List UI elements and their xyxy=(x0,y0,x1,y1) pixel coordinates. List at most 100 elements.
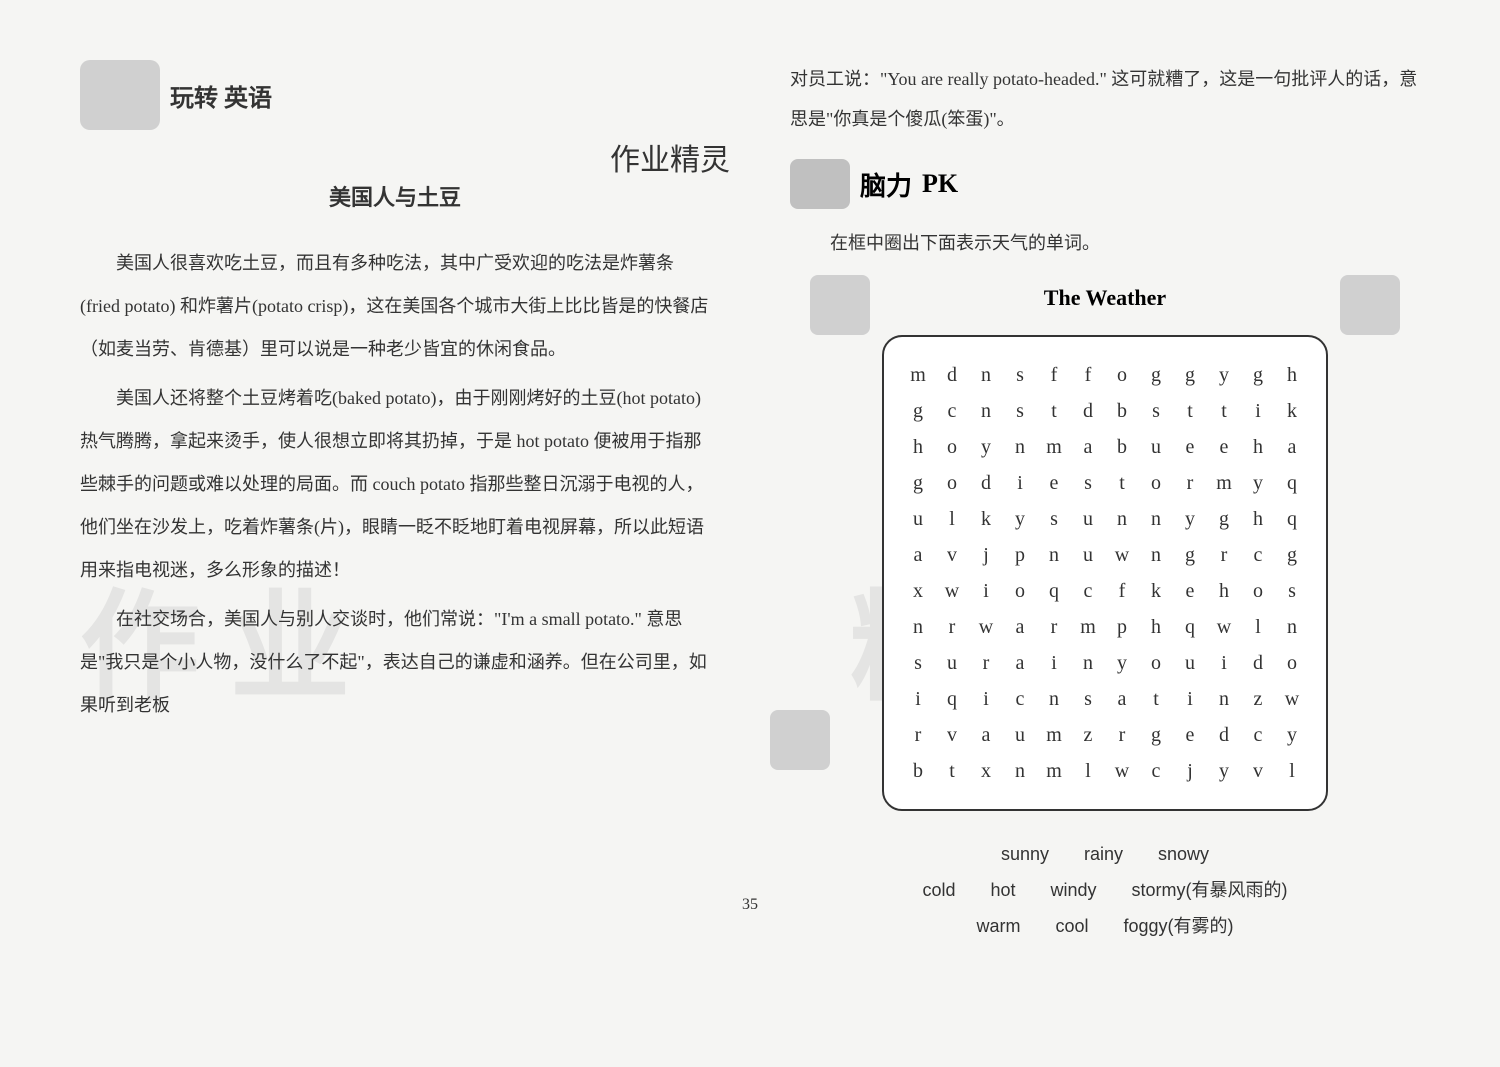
grid-cell: g xyxy=(909,465,927,501)
grid-row: gcnstdbsttik xyxy=(909,393,1301,429)
grid-cell: q xyxy=(1045,573,1063,609)
grid-cell: n xyxy=(1147,501,1165,537)
grid-cell: f xyxy=(1113,573,1131,609)
grid-cell: o xyxy=(1249,573,1267,609)
grid-cell: i xyxy=(1215,645,1233,681)
grid-cell: w xyxy=(943,573,961,609)
grid-cell: y xyxy=(1181,501,1199,537)
grid-cell: b xyxy=(1113,393,1131,429)
grid-cell: c xyxy=(1249,717,1267,753)
grid-cell: i xyxy=(909,681,927,717)
word-list: sunnyrainysnowycoldhotwindystormy(有暴风雨的)… xyxy=(790,836,1420,944)
grid-cell: t xyxy=(1147,681,1165,717)
grid-cell: v xyxy=(943,537,961,573)
grid-cell: d xyxy=(1079,393,1097,429)
grid-cell: i xyxy=(1045,645,1063,681)
grid-row: rvaumzrgedcy xyxy=(909,717,1301,753)
grid-cell: g xyxy=(1249,357,1267,393)
grid-cell: a xyxy=(1011,645,1029,681)
grid-cell: p xyxy=(1011,537,1029,573)
grid-cell: u xyxy=(1079,537,1097,573)
grid-cell: c xyxy=(1147,753,1165,789)
grid-cell: r xyxy=(977,645,995,681)
grid-cell: g xyxy=(909,393,927,429)
grid-cell: b xyxy=(1113,429,1131,465)
grid-row: godiestormyq xyxy=(909,465,1301,501)
pk-label: PK xyxy=(922,169,958,199)
word-item: hot xyxy=(990,872,1015,908)
brain-label: 脑力 xyxy=(860,166,912,203)
grid-cell: n xyxy=(1011,429,1029,465)
grid-cell: n xyxy=(977,393,995,429)
grid-cell: e xyxy=(1045,465,1063,501)
grid-cell: o xyxy=(1147,465,1165,501)
grid-cell: m xyxy=(1215,465,1233,501)
grid-cell: j xyxy=(1181,753,1199,789)
grid-cell: k xyxy=(1283,393,1301,429)
grid-cell: l xyxy=(943,501,961,537)
grid-cell: o xyxy=(1283,645,1301,681)
rain-cloud-icon xyxy=(770,710,830,770)
word-item: stormy(有暴风雨的) xyxy=(1132,872,1288,908)
grid-cell: h xyxy=(1283,357,1301,393)
grid-cell: i xyxy=(977,573,995,609)
grid-cell: r xyxy=(1181,465,1199,501)
grid-cell: i xyxy=(1181,681,1199,717)
grid-cell: y xyxy=(977,429,995,465)
grid-cell: e xyxy=(1215,429,1233,465)
grid-cell: u xyxy=(1181,645,1199,681)
grid-cell: p xyxy=(1113,609,1131,645)
grid-cell: i xyxy=(1011,465,1029,501)
grid-cell: w xyxy=(1283,681,1301,717)
cartoon-character-icon xyxy=(790,159,850,209)
grid-cell: c xyxy=(1011,681,1029,717)
grid-cell: a xyxy=(1011,609,1029,645)
grid-cell: y xyxy=(1249,465,1267,501)
page-container: 玩转 英语 美国人与土豆 美国人很喜欢吃土豆，而且有多种吃法，其中广受欢迎的吃法… xyxy=(80,60,1420,944)
grid-cell: v xyxy=(943,717,961,753)
grid-cell: l xyxy=(1079,753,1097,789)
grid-cell: m xyxy=(1045,717,1063,753)
grid-cell: o xyxy=(1147,645,1165,681)
grid-cell: q xyxy=(1283,465,1301,501)
grid-cell: t xyxy=(1045,393,1063,429)
grid-cell: q xyxy=(1181,609,1199,645)
grid-row: mdnsffoggygh xyxy=(909,357,1301,393)
word-item: cool xyxy=(1055,908,1088,944)
grid-cell: n xyxy=(909,609,927,645)
grid-cell: z xyxy=(1249,681,1267,717)
grid-cell: q xyxy=(943,681,961,717)
grid-cell: o xyxy=(1113,357,1131,393)
right-column: 对员工说："You are really potato-headed." 这可就… xyxy=(770,60,1420,944)
grid-cell: y xyxy=(1011,501,1029,537)
grid-cell: w xyxy=(977,609,995,645)
grid-cell: t xyxy=(1113,465,1131,501)
grid-cell: w xyxy=(1113,537,1131,573)
grid-row: avjpnuwngrcg xyxy=(909,537,1301,573)
grid-cell: u xyxy=(943,645,961,681)
left-column: 玩转 英语 美国人与土豆 美国人很喜欢吃土豆，而且有多种吃法，其中广受欢迎的吃法… xyxy=(80,60,730,944)
grid-cell: g xyxy=(1147,357,1165,393)
handwriting-annotation: 作业精灵 xyxy=(610,135,730,179)
grid-cell: e xyxy=(1181,573,1199,609)
grid-cell: w xyxy=(1215,609,1233,645)
grid-cell: o xyxy=(943,429,961,465)
grid-cell: h xyxy=(1147,609,1165,645)
grid-cell: h xyxy=(1249,429,1267,465)
grid-cell: q xyxy=(1283,501,1301,537)
grid-cell: f xyxy=(1079,357,1097,393)
grid-cell: d xyxy=(1249,645,1267,681)
instruction-text: 在框中圈出下面表示天气的单词。 xyxy=(830,229,1420,255)
grid-cell: a xyxy=(977,717,995,753)
grid-cell: l xyxy=(1249,609,1267,645)
grid-cell: y xyxy=(1215,753,1233,789)
article-paragraph: 美国人很喜欢吃土豆，而且有多种吃法，其中广受欢迎的吃法是炸薯条(fried po… xyxy=(80,242,710,372)
grid-cell: g xyxy=(1215,501,1233,537)
grid-cell: w xyxy=(1113,753,1131,789)
weather-title: The Weather xyxy=(1044,285,1166,311)
grid-cell: d xyxy=(1215,717,1233,753)
grid-cell: c xyxy=(1079,573,1097,609)
grid-cell: u xyxy=(909,501,927,537)
word-list-row: warmcoolfoggy(有雾的) xyxy=(790,908,1420,944)
pig-snowman-icon xyxy=(1340,275,1400,335)
